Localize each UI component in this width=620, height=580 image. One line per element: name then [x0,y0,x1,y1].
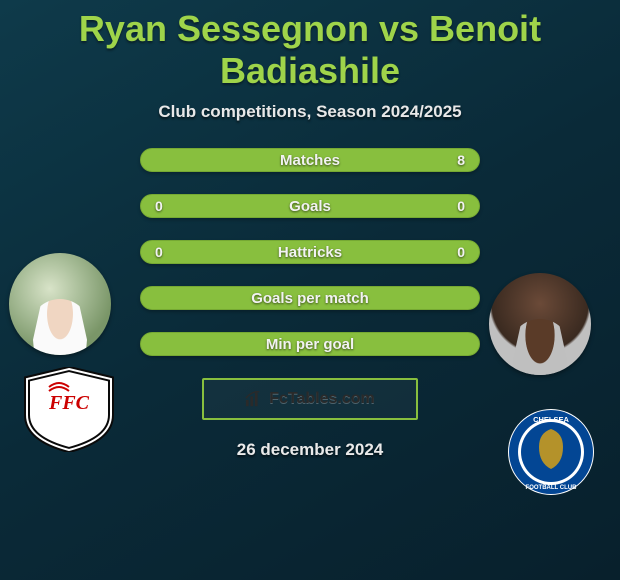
stat-value-left: 0 [155,244,171,260]
stat-value-right: 8 [449,152,465,168]
comparison-area: FFC CHELSEA FOOTBALL CLUB Matches 8 0 Go… [0,148,620,460]
stat-label: Matches [280,152,340,169]
player-silhouette-icon [30,299,90,355]
source-label: FcTables.com [269,390,375,408]
stat-bar: 0 Hattricks 0 [140,240,480,264]
club-badge-left: FFC [19,367,119,452]
stat-value-left: 0 [155,198,171,214]
stat-bar: Goals per match [140,286,480,310]
stat-label: Goals [289,198,331,215]
source-box: FcTables.com [202,378,418,420]
stat-bar: Matches 8 [140,148,480,172]
stat-bars: Matches 8 0 Goals 0 0 Hattricks 0 Goals … [140,148,480,356]
svg-text:CHELSEA: CHELSEA [533,415,569,424]
page-title: Ryan Sessegnon vs Benoit Badiashile [0,0,620,92]
stat-value-right: 0 [449,244,465,260]
stat-label: Min per goal [266,336,354,353]
stat-bar: 0 Goals 0 [140,194,480,218]
club-badge-right: CHELSEA FOOTBALL CLUB [501,407,601,497]
stat-label: Goals per match [251,290,369,307]
bar-chart-icon [245,390,263,408]
player-left-photo [9,253,111,355]
svg-text:FOOTBALL CLUB: FOOTBALL CLUB [526,485,578,491]
stat-bar: Min per goal [140,332,480,356]
svg-text:FFC: FFC [48,392,90,414]
player-right-photo [489,273,591,375]
page-subtitle: Club competitions, Season 2024/2025 [0,102,620,122]
stat-label: Hattricks [278,244,342,261]
player-silhouette-icon [510,319,570,375]
stat-value-right: 0 [449,198,465,214]
